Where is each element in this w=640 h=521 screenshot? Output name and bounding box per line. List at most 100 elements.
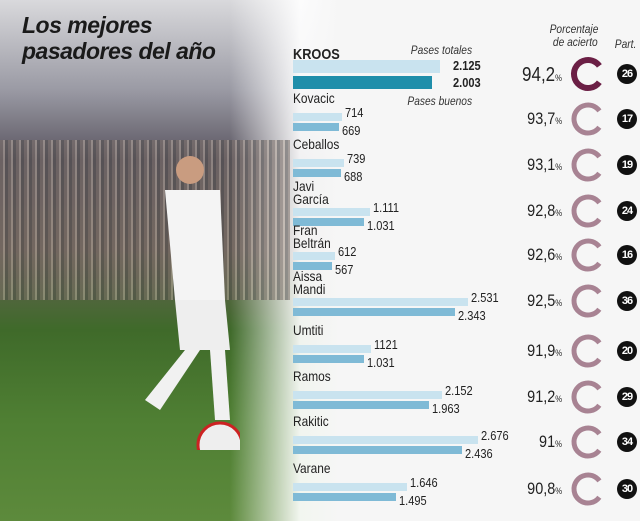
bar-total <box>293 113 343 121</box>
player-name: Varane <box>293 460 331 476</box>
player-name: KROOS <box>293 46 340 63</box>
matches-badge: 30 <box>617 479 637 499</box>
accuracy-value: 92,5% <box>527 291 562 311</box>
header-matches: Part. <box>614 37 636 51</box>
accuracy-number: 93,7 <box>527 109 556 128</box>
accuracy-ring-icon <box>571 194 605 228</box>
value-total: 2.531 <box>471 290 499 305</box>
accuracy-value: 92,8% <box>527 201 562 221</box>
value-total: 714 <box>345 105 364 120</box>
value-total: 1.111 <box>372 200 399 215</box>
bar-total <box>293 391 442 399</box>
accuracy-value: 92,6% <box>527 245 562 265</box>
accuracy-value: 93,7% <box>527 109 562 129</box>
value-good: 2.436 <box>464 446 493 461</box>
value-good: 2.003 <box>453 75 481 90</box>
header-pct-2: de acierto <box>553 35 598 49</box>
player-name: Ramos <box>293 368 331 384</box>
accuracy-ring-icon <box>571 380 605 414</box>
player-row: Varane 1.646 1.495 90,8% 30 <box>293 460 640 508</box>
percent-sign: % <box>555 116 562 126</box>
player-row: Kovacic 714 669 93,7% 17 <box>293 90 640 138</box>
player-row: Ceballos 739 688 93,1% 19 <box>293 137 640 184</box>
accuracy-value: 94,2% <box>522 64 562 87</box>
player-row: Javi García 1.111 1.031 92,8% 24 <box>293 178 640 233</box>
player-name: Javi García <box>293 178 329 207</box>
matches-badge: 19 <box>617 155 637 175</box>
value-total: 2.152 <box>444 383 473 398</box>
value-good: 688 <box>343 169 363 184</box>
value-total: 1121 <box>373 337 398 352</box>
bar-good <box>293 401 429 409</box>
header-pct-1: Porcentaje <box>549 22 598 36</box>
accuracy-ring-icon <box>571 284 605 318</box>
player-name: Fran Beltrán <box>293 222 331 251</box>
player-name: Kovacic <box>293 90 335 106</box>
matches-badge: 29 <box>617 387 637 407</box>
value-total: 612 <box>338 244 357 259</box>
matches-badge: 26 <box>617 64 637 84</box>
accuracy-number: 93,1 <box>527 155 556 174</box>
value-total: 739 <box>347 151 366 166</box>
header-total: Pases totales <box>410 43 472 57</box>
accuracy-number: 90,8 <box>527 479 556 498</box>
accuracy-value: 91,9% <box>527 341 562 361</box>
accuracy-ring-icon <box>571 57 605 91</box>
player-row: Fran Beltrán 612 567 92,6% 16 <box>293 222 640 277</box>
player-name: Rakitic <box>293 413 329 429</box>
bar-total <box>293 483 407 491</box>
bar-total <box>293 345 371 353</box>
bar-good <box>293 218 365 226</box>
accuracy-number: 92,5 <box>527 291 556 310</box>
player-row: Rakitic 2.676 2.436 91% 34 <box>293 413 640 461</box>
percent-sign: % <box>555 298 562 308</box>
bar-good <box>293 123 340 131</box>
accuracy-value: 93,1% <box>527 155 562 175</box>
header-good: Pases buenos <box>407 94 472 108</box>
accuracy-number: 91,9 <box>527 341 556 360</box>
value-good: 2.343 <box>458 308 486 323</box>
accuracy-number: 91 <box>539 432 556 451</box>
value-good: 1.031 <box>367 218 395 233</box>
bar-good <box>293 169 341 177</box>
accuracy-ring-icon <box>571 148 605 182</box>
player-row: KROOS 2.125 2.003 94,2% 26 <box>293 46 640 94</box>
player-illustration <box>145 156 240 450</box>
bar-good <box>293 76 432 89</box>
percent-sign: % <box>555 208 562 218</box>
accuracy-ring-icon <box>571 238 605 272</box>
bar-good <box>293 308 456 316</box>
bar-good <box>293 355 365 363</box>
matches-badge: 17 <box>617 109 637 129</box>
bar-total <box>293 60 440 73</box>
bar-total <box>293 208 370 216</box>
accuracy-ring-icon <box>571 425 605 459</box>
accuracy-value: 91,2% <box>527 387 562 407</box>
accuracy-ring-icon <box>571 472 605 506</box>
value-good: 1.031 <box>367 355 395 370</box>
accuracy-number: 92,6 <box>527 245 556 264</box>
value-total: 1.646 <box>409 475 438 490</box>
value-good: 567 <box>335 262 354 277</box>
bar-good <box>293 446 462 454</box>
accuracy-ring-icon <box>571 334 605 368</box>
accuracy-value: 91% <box>539 432 562 452</box>
player-name: Aissa Mandi <box>293 268 326 297</box>
value-good: 1.963 <box>431 401 460 416</box>
matches-badge: 24 <box>617 201 637 221</box>
percent-sign: % <box>555 162 562 172</box>
percent-sign: % <box>555 394 562 404</box>
matches-badge: 36 <box>617 291 637 311</box>
accuracy-ring-icon <box>571 102 605 136</box>
accuracy-number: 91,2 <box>527 387 556 406</box>
percent-sign: % <box>555 486 562 496</box>
accuracy-number: 92,8 <box>527 201 556 220</box>
bar-total <box>293 436 479 444</box>
player-row: Umtiti 1121 1.031 91,9% 20 <box>293 322 640 370</box>
percent-sign: % <box>555 348 562 358</box>
bar-good <box>293 262 333 270</box>
title-line-1: Los mejores <box>22 12 153 38</box>
stadium-stands <box>0 140 290 300</box>
percent-sign: % <box>555 73 562 83</box>
player-name: Umtiti <box>293 322 324 338</box>
